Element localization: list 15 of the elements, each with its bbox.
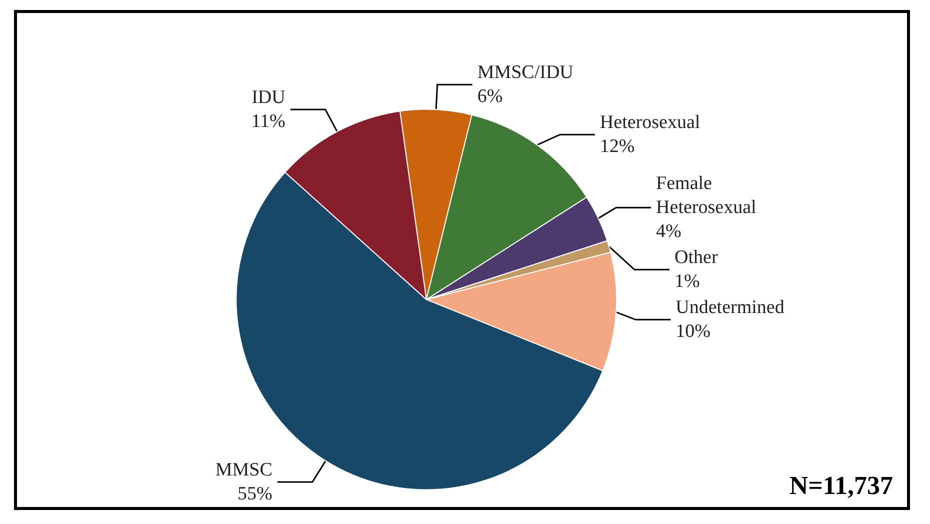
data-label: 11% — [251, 111, 286, 132]
slice-label: MMSC/IDU — [477, 62, 574, 84]
slice-label: Undetermined — [676, 297, 785, 318]
data-label: 6% — [477, 86, 503, 108]
slice-label: MMSC — [215, 460, 272, 480]
slice-label: IDU — [252, 87, 286, 108]
data-label: 12% — [600, 136, 635, 158]
text: N=11,737 — [789, 471, 893, 501]
data-label: 10% — [676, 321, 711, 342]
data-label: 1% — [674, 271, 700, 292]
data-label: 4% — [656, 221, 682, 242]
slice-label: Other — [674, 247, 718, 268]
slice-label: Female Heterosexual — [656, 173, 756, 218]
slice-label: Heterosexual — [600, 112, 700, 134]
data-label: 55% — [238, 484, 273, 504]
